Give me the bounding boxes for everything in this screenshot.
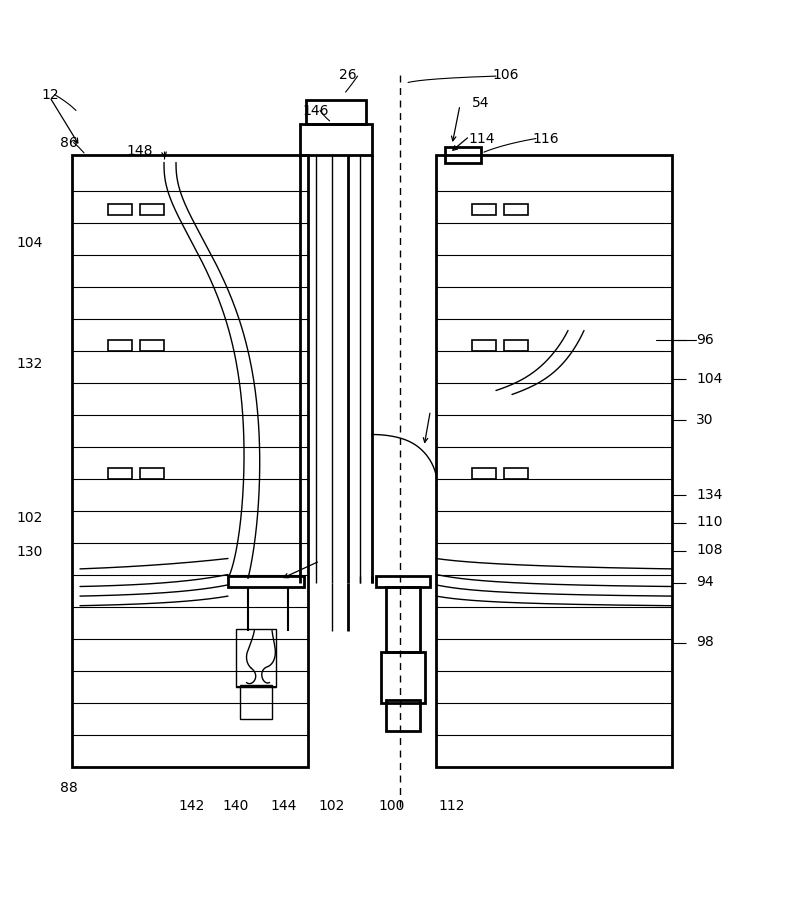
Text: 142: 142 <box>179 800 205 813</box>
Text: 96: 96 <box>696 333 714 348</box>
Text: 102: 102 <box>319 800 345 813</box>
Bar <box>386 587 420 652</box>
Text: 88: 88 <box>60 781 78 795</box>
Bar <box>504 468 528 479</box>
Bar <box>240 685 272 719</box>
Text: 100: 100 <box>379 800 405 813</box>
Text: 106: 106 <box>492 68 518 82</box>
Bar <box>376 576 430 587</box>
Bar <box>504 340 528 350</box>
Bar <box>472 340 496 350</box>
Bar <box>381 652 425 702</box>
Bar <box>504 204 528 215</box>
Bar <box>386 700 420 731</box>
Bar <box>72 154 308 767</box>
Bar <box>300 124 372 154</box>
Bar <box>140 340 164 350</box>
Bar <box>236 629 276 687</box>
Text: 112: 112 <box>438 800 466 813</box>
Text: 86: 86 <box>60 136 78 149</box>
Text: 108: 108 <box>696 544 722 558</box>
Text: 30: 30 <box>696 413 714 427</box>
Bar <box>472 204 496 215</box>
Text: 110: 110 <box>696 515 722 529</box>
Text: 102: 102 <box>16 512 42 525</box>
Text: 54: 54 <box>472 95 490 109</box>
Text: 12: 12 <box>42 87 59 102</box>
Bar <box>306 100 366 124</box>
Text: 132: 132 <box>16 357 42 371</box>
Text: 26: 26 <box>339 68 357 82</box>
Text: 140: 140 <box>223 800 249 813</box>
Text: 130: 130 <box>16 545 42 559</box>
Bar <box>445 147 481 162</box>
Text: 98: 98 <box>696 635 714 649</box>
Bar <box>108 468 132 479</box>
Text: 146: 146 <box>302 104 330 117</box>
Text: 104: 104 <box>696 371 722 385</box>
Bar <box>472 468 496 479</box>
Bar <box>436 154 672 767</box>
Text: 134: 134 <box>696 488 722 502</box>
Text: 94: 94 <box>696 576 714 590</box>
Text: 116: 116 <box>532 131 558 146</box>
Text: 148: 148 <box>126 143 154 158</box>
Text: 144: 144 <box>271 800 297 813</box>
Bar <box>228 576 304 587</box>
Bar <box>140 204 164 215</box>
Bar <box>108 340 132 350</box>
Text: 104: 104 <box>16 236 42 249</box>
Bar <box>140 468 164 479</box>
Bar <box>108 204 132 215</box>
Text: 114: 114 <box>468 131 494 146</box>
